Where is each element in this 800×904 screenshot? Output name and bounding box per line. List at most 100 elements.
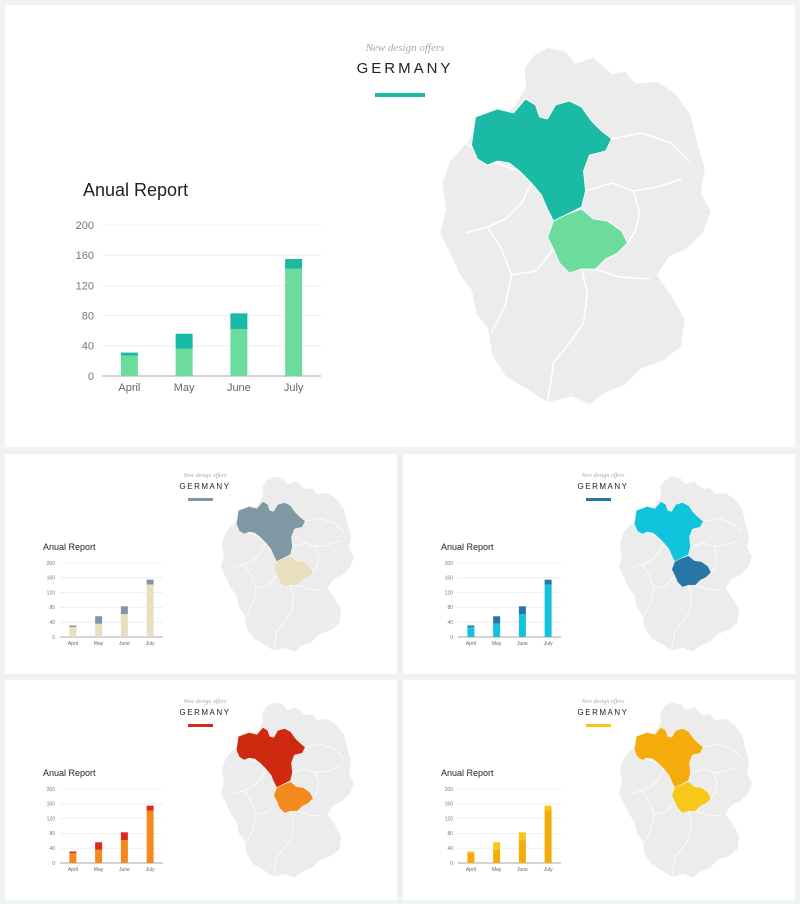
x-tick-label: July [146,867,155,873]
germany-map [618,475,753,653]
x-tick-label: April [68,641,78,647]
state-border [312,546,320,573]
state-border [273,811,294,878]
bar-segment [69,627,77,637]
y-tick-label: 40 [447,620,453,626]
state-border [611,132,691,162]
title-accent-bar [188,724,213,727]
x-tick-label: June [119,867,130,873]
slide-subtitle: New design offers [365,42,445,54]
bar-segment [146,805,154,811]
y-tick-label: 80 [82,310,94,322]
x-tick-label: May [94,641,104,647]
state-border [703,743,742,759]
state-border [511,248,555,276]
bar-segment [95,849,103,863]
y-tick-label: 0 [450,861,453,867]
bar-segment [146,584,154,637]
y-tick-label: 40 [49,846,55,852]
state-border [297,810,324,817]
region-thuringia [547,208,628,274]
state-border [671,811,692,878]
x-tick-label: April [466,641,476,647]
region-lower-saxony [236,501,306,562]
bar-segment [493,623,501,637]
title-accent-bar [586,498,611,501]
slide-title: GERMANY [356,60,454,77]
y-tick-label: 80 [49,605,55,611]
y-tick-label: 160 [47,576,56,582]
report-title: Anual Report [441,768,494,778]
slide-subtitle: New design offers [183,473,227,479]
x-tick-label: July [146,641,155,647]
state-border [710,546,718,573]
slide-title: GERMANY [179,482,231,491]
germany-map [220,475,355,653]
state-border [305,517,344,533]
y-tick-label: 0 [52,635,55,641]
x-tick-label: May [174,382,195,394]
state-border [703,517,742,533]
y-tick-label: 200 [47,787,56,793]
bar-chart: 0 40 80 120 160 200 April May June July [47,561,163,647]
bar-segment [544,810,552,863]
bar-segment [518,840,526,863]
x-tick-label: June [119,641,130,647]
y-tick-label: 80 [447,605,453,611]
state-border [695,584,722,591]
y-tick-label: 120 [76,280,94,292]
bar-segment [493,842,501,850]
state-border [233,748,267,794]
slide-title: GERMANY [577,482,629,491]
y-tick-label: 80 [447,831,453,837]
bar-segment [120,355,138,376]
bar-segment [120,606,128,615]
y-tick-label: 160 [47,802,56,808]
bar-segment [95,842,103,850]
bar-chart: 0 40 80 120 160 200 April May June July [445,561,561,647]
y-tick-label: 120 [445,816,454,822]
bar-chart: 0 40 80 120 160 200 April May June July [76,220,321,394]
title-accent-bar [586,724,611,727]
state-border [690,766,738,774]
x-tick-label: April [466,867,476,873]
state-border [292,766,340,774]
bar-segment [95,616,103,624]
bar-segment [120,840,128,863]
bar-segment [493,616,501,624]
x-tick-label: May [492,867,502,873]
state-border [233,522,267,568]
y-tick-label: 200 [445,787,454,793]
slide-title: GERMANY [577,708,629,717]
x-tick-label: April [118,382,140,394]
state-border [695,810,722,817]
x-tick-label: May [94,867,104,873]
bar-segment [467,851,475,854]
bar-segment [120,614,128,637]
state-border [297,584,324,591]
region-lower-saxony [634,727,704,788]
region-thuringia [671,555,712,588]
y-tick-label: 200 [76,220,94,232]
state-border [653,801,675,815]
y-tick-label: 80 [49,831,55,837]
bar-segment [175,333,193,349]
germany-map [220,701,355,879]
bar-segment [230,313,248,330]
x-tick-label: June [227,382,251,394]
y-tick-label: 40 [49,620,55,626]
y-tick-label: 160 [445,576,454,582]
bar-segment [544,579,552,585]
main-slide: New design offers GERMANY Anual Report 0… [5,5,795,447]
state-border [626,190,641,244]
y-tick-label: 200 [445,561,454,567]
y-tick-label: 120 [47,590,56,596]
bar-segment [175,348,193,376]
x-tick-label: July [544,641,553,647]
y-tick-label: 120 [445,590,454,596]
bar-segment [467,625,475,628]
report-title: Anual Report [43,768,96,778]
bar-segment [544,805,552,811]
report-title: Anual Report [441,542,494,552]
slide-subtitle: New design offers [581,473,625,479]
